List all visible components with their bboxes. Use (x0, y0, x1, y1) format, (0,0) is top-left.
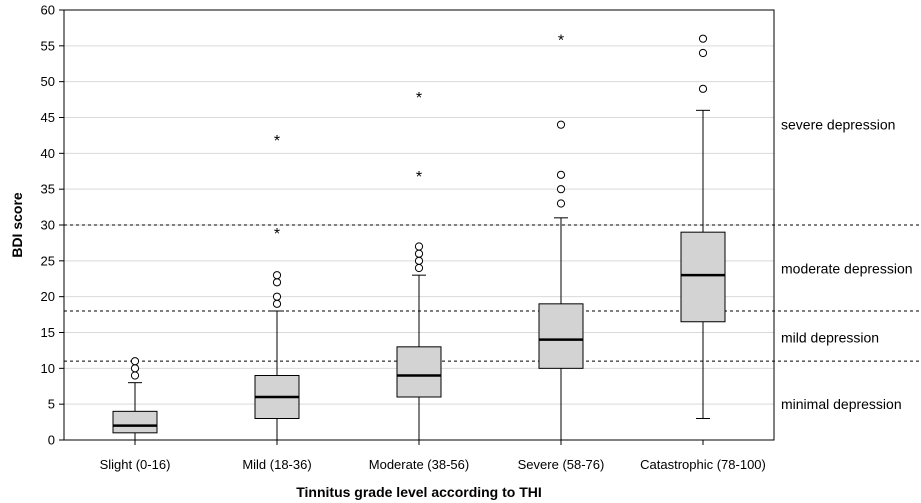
iqr-box (538, 303, 584, 369)
outlier-point (698, 48, 708, 58)
iqr-box (396, 346, 442, 398)
outlier-point (556, 199, 566, 208)
outlier-point (272, 299, 282, 308)
band-label: mild depression (781, 330, 879, 346)
y-tick-label: 0 (48, 433, 55, 448)
y-tick-label: 10 (41, 361, 55, 376)
y-tick-label: 45 (41, 110, 55, 125)
x-tick-label: Catastrophic (78-100) (640, 457, 766, 472)
y-tick-label: 40 (41, 146, 55, 161)
outlier-point (272, 292, 282, 301)
outlier-point (130, 371, 140, 380)
y-tick-label: 5 (48, 397, 55, 412)
x-tick-label: Severe (58-76) (518, 457, 605, 472)
boxes: ***** (112, 33, 726, 441)
outlier-point (414, 256, 424, 265)
outlier-point (556, 120, 566, 129)
outlier-point (272, 278, 282, 287)
iqr-box (112, 410, 158, 434)
band-label: moderate depression (781, 261, 913, 277)
y-tick-label: 30 (41, 218, 55, 233)
box-group: ** (254, 133, 300, 441)
outlier-point (698, 84, 708, 93)
extreme-point: * (416, 169, 422, 186)
depression-band-labels: minimal depression mild depression moderat… (781, 117, 913, 412)
extreme-point: * (416, 90, 422, 107)
extreme-point: * (274, 133, 280, 150)
y-axis-title: BDI score (9, 192, 25, 258)
y-tick-label: 50 (41, 74, 55, 89)
box-group (112, 357, 158, 441)
y-tick-label: 35 (41, 182, 55, 197)
outlier-point (272, 271, 282, 280)
y-tick-label: 25 (41, 253, 55, 268)
extreme-point: * (558, 33, 564, 50)
outlier-point (698, 34, 708, 43)
y-tick-label: 55 (41, 38, 55, 53)
outlier-point (414, 263, 424, 273)
band-label: minimal depression (781, 396, 902, 412)
box-group (680, 34, 726, 419)
outlier-point (414, 249, 424, 258)
iqr-box (680, 231, 726, 323)
outlier-point (556, 170, 566, 179)
outlier-point (556, 185, 566, 194)
x-tick-label: Slight (0-16) (100, 457, 171, 472)
x-axis-title: Tinnitus grade level according to THI (296, 484, 542, 500)
x-tick-label: Mild (18-36) (242, 457, 311, 472)
outlier-point (130, 357, 140, 366)
y-axis-ticks: 0 5 10 15 20 25 30 35 40 45 50 55 60 (41, 3, 64, 448)
box-group: ** (396, 90, 442, 441)
threshold-lines (64, 224, 921, 362)
y-tick-label: 60 (41, 3, 55, 18)
x-tick-label: Moderate (38-56) (369, 457, 469, 472)
box-group: * (538, 33, 584, 441)
x-axis-ticks: Slight (0-16) Mild (18-36) Moderate (38-56… (100, 440, 766, 472)
outlier-point (130, 364, 140, 373)
y-tick-label: 15 (41, 325, 55, 340)
band-label: severe depression (781, 117, 895, 133)
extreme-point: * (274, 226, 280, 243)
y-tick-label: 20 (41, 289, 55, 304)
outlier-point (414, 242, 424, 251)
